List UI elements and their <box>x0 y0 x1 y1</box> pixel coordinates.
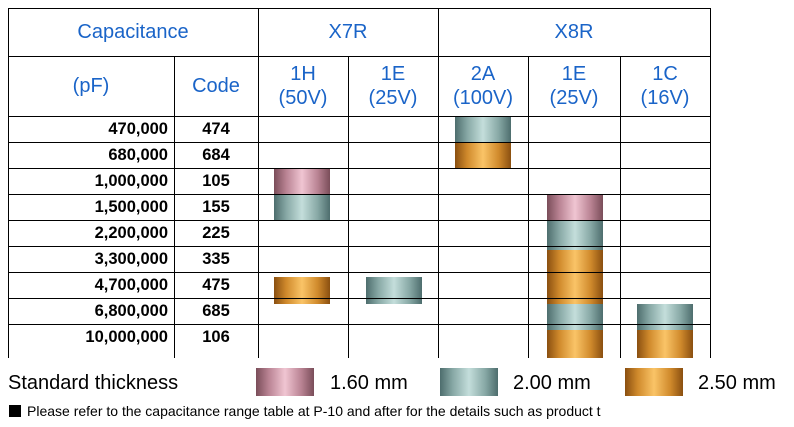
row-code: 475 <box>202 275 230 294</box>
thickness-bar-2.00mm <box>547 220 603 250</box>
grid-line <box>8 298 710 299</box>
grid-line <box>8 220 710 221</box>
legend-value: 2.50 mm <box>698 372 776 394</box>
grid-line <box>8 8 9 358</box>
header-voltage-x8r-2a: 2A (100V) <box>438 56 528 116</box>
header-voltage-x7r-1h: 1H (50V) <box>258 56 348 116</box>
capacitance-table: Capacitance X7R X8R (pF) Code 1H (50V) 1… <box>8 8 711 358</box>
voltage-code: 1E <box>561 63 587 85</box>
legend-value: 2.00 mm <box>513 372 591 394</box>
row-capacitance: 1,000,000 <box>94 171 168 190</box>
grid-line <box>8 8 710 9</box>
row-capacitance: 2,200,000 <box>94 223 168 242</box>
row-code: 335 <box>202 249 230 268</box>
grid-line <box>438 8 439 358</box>
header-pf: (pF) <box>72 75 110 97</box>
row-capacitance: 3,300,000 <box>94 249 168 268</box>
voltage-rating: (50V) <box>278 87 328 109</box>
row-capacitance: 6,800,000 <box>94 301 168 320</box>
voltage-rating: (100V) <box>452 87 514 109</box>
thickness-bar-2.50mm <box>455 142 511 168</box>
footnote: Please refer to the capacitance range ta… <box>9 402 601 420</box>
voltage-rating: (25V) <box>549 87 599 109</box>
grid-line <box>8 116 710 117</box>
row-capacitance: 4,700,000 <box>94 275 168 294</box>
thickness-bar-1.60mm <box>274 168 330 194</box>
thickness-bar-2.00mm <box>274 194 330 220</box>
thickness-bar-1.60mm <box>547 194 603 220</box>
footnote-text: Please refer to the capacitance range ta… <box>27 403 601 419</box>
row-code: 106 <box>202 327 230 346</box>
square-bullet-icon <box>9 405 21 417</box>
row-code: 225 <box>202 223 230 242</box>
row-capacitance: 680,000 <box>108 145 168 164</box>
grid-line <box>348 56 349 358</box>
thickness-bar-2.50mm <box>637 330 693 358</box>
header-voltage-x8r-1c: 1C (16V) <box>620 56 710 116</box>
voltage-rating: (25V) <box>368 87 418 109</box>
voltage-code: 1H <box>290 63 316 85</box>
voltage-code: 1E <box>380 63 406 85</box>
thickness-bar-2.00mm <box>366 277 422 304</box>
row-capacitance: 1,500,000 <box>94 197 168 216</box>
legend-swatch-2.00mm <box>440 368 498 396</box>
legend-swatch-2.50mm <box>625 368 683 396</box>
legend-value: 1.60 mm <box>330 372 408 394</box>
thickness-bar-2.00mm <box>455 116 511 142</box>
legend-swatch-1.60mm <box>256 368 314 396</box>
thickness-bar-2.50mm <box>547 330 603 358</box>
thickness-bar-2.50mm <box>274 277 330 304</box>
thickness-bar-2.00mm <box>547 304 603 330</box>
grid-line <box>8 194 710 195</box>
row-code: 155 <box>202 197 230 216</box>
row-capacitance: 470,000 <box>108 119 168 138</box>
row-code: 474 <box>202 119 230 138</box>
row-code: 105 <box>202 171 230 190</box>
grid-line <box>710 8 711 358</box>
row-capacitance: 10,000,000 <box>85 327 168 346</box>
grid-line <box>528 56 529 358</box>
grid-line <box>8 56 710 57</box>
header-x8r: X8R <box>554 21 594 43</box>
header-voltage-x8r-1e: 1E (25V) <box>528 56 620 116</box>
grid-line <box>8 324 710 325</box>
legend-title: Standard thickness <box>8 372 179 394</box>
header-code: Code <box>192 75 240 97</box>
header-x7r: X7R <box>328 21 368 43</box>
grid-line <box>8 272 710 273</box>
thickness-bar-2.50mm <box>547 250 603 304</box>
grid-line <box>8 246 710 247</box>
header-capacitance: Capacitance <box>77 21 189 43</box>
voltage-code: 1C <box>652 63 678 85</box>
grid-line <box>258 8 259 358</box>
grid-line <box>620 56 621 358</box>
voltage-code: 2A <box>470 63 496 85</box>
header-voltage-x7r-1e: 1E (25V) <box>348 56 438 116</box>
voltage-rating: (16V) <box>640 87 690 109</box>
grid-line <box>8 168 710 169</box>
thickness-bar-2.00mm <box>637 304 693 330</box>
grid-line <box>174 56 175 358</box>
grid-line <box>8 142 710 143</box>
row-code: 685 <box>202 301 230 320</box>
row-code: 684 <box>202 145 230 164</box>
